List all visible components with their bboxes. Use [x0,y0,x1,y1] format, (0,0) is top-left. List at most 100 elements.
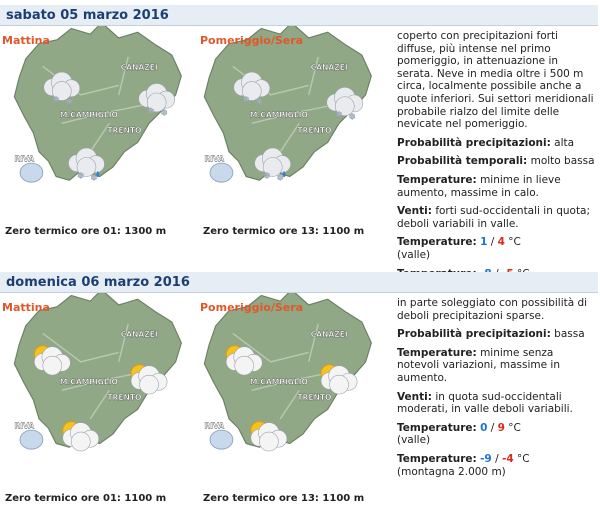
temperature: Temperature: 1 / 4 °C (valle) [397,236,597,261]
detail-text: alta [554,136,575,149]
snowflake-icon: ❄ [263,171,270,181]
raindrop [282,170,286,178]
detail-label: Venti: [397,390,432,403]
separator: / [490,236,495,249]
zero-termico: Zero termico ore 13: 1100 m [203,226,365,237]
valleys [42,56,148,153]
place-label: TRENTO [107,126,142,135]
detail: Temperature: minime in lieve aumento, ma… [397,174,597,199]
map: CANAZEI M.CAMPIGLIO TRENTO RIVA ❄ ❄ ❄ ❄ ❄ ❄ [203,21,372,183]
cloud [242,81,262,101]
snowflake-icon: ❄ [242,95,249,105]
cloud [70,431,91,452]
detail: Probabilità precipitazioni: alta [397,137,597,150]
cloud [329,374,349,395]
detail: Venti: forti sud-occidentali in quota; d… [397,205,597,230]
valleys [232,323,338,420]
place-label: M.CAMPIGLIO [60,378,119,387]
detail-label: Probabilità precipitazioni: [397,136,551,149]
description: coperto con precipitazioni forti diffuse… [397,30,594,131]
place-label: TRENTO [297,393,332,402]
forecast-text: coperto con precipitazioni forti diffuse… [397,30,597,299]
snowflake-icon: ❄ [147,107,154,117]
map: CANAZEI M.CAMPIGLIO TRENTO RIVA [13,288,182,452]
region-shape [13,288,182,448]
place-label: CANAZEI [121,330,158,339]
temperature-min: 1 [480,236,488,249]
snowflake-icon: ❄ [256,97,263,107]
detail-label: Venti: [397,205,432,218]
detail-text: molto bassa [530,155,595,168]
place-label: RIVA [14,421,34,430]
detail-text: minime senza notevoli variazioni, massim… [397,346,561,384]
period-label: Pomeriggio/Sera [200,34,304,47]
map: CANAZEI M.CAMPIGLIO TRENTO RIVA [203,288,372,452]
detail-text: bassa [554,328,585,341]
detail-label: Probabilità temporali: [397,155,528,168]
unit: °C [508,236,521,249]
cloud [42,355,63,376]
place-label: M.CAMPIGLIO [250,378,309,387]
lake [209,429,234,450]
temperature-note: (valle) [397,248,431,261]
detail-label: Temperature: [397,173,477,186]
day-header: domenica 06 marzo 2016 [0,272,598,293]
description: in parte soleggiato con possibilità di d… [397,297,588,322]
temperature-label: Temperature: [397,452,477,465]
lake [19,162,44,183]
temperature-min: 0 [480,421,488,434]
detail: Venti: in quota sud-occidentali moderati… [397,391,597,416]
period-label: Pomeriggio/Sera [200,301,304,314]
cloud [139,374,159,395]
temperature: Temperature: 0 / 9 °C (valle) [397,422,597,447]
place-label: M.CAMPIGLIO [60,111,119,120]
place-label: TRENTO [297,126,332,135]
detail: Probabilità precipitazioni: bassa [397,328,597,341]
region-shape [13,21,182,181]
raindrop [96,170,100,178]
period-label: Mattina [2,34,50,47]
temperature-max: 9 [497,421,505,434]
lake [19,429,44,450]
forecast-text: in parte soleggiato con possibilità di d… [397,297,597,484]
separator: / [490,421,495,434]
map: CANAZEI M.CAMPIGLIO TRENTO RIVA ❄ ❄ ❄ ❄ ❄ ❄ [13,21,182,183]
temperature-note: (montagna 2.000 m) [397,465,506,478]
temperature-label: Temperature: [397,421,477,434]
period-label: Mattina [2,301,50,314]
snowflake-icon: ❄ [77,171,84,181]
place-label: TRENTO [107,393,142,402]
place-label: CANAZEI [311,330,348,339]
unit: °C [517,452,530,465]
place-label: M.CAMPIGLIO [250,111,309,120]
place-label: RIVA [204,154,224,163]
place-label: RIVA [14,154,34,163]
cloud [52,81,72,101]
snowflake-icon: ❄ [52,95,59,105]
snowflake-icon: ❄ [90,173,97,183]
cloud [234,355,254,376]
region-shape [203,288,372,448]
snowflake-icon: ❄ [160,109,167,119]
temperature-max: -4 [501,452,514,465]
valleys [232,56,338,153]
temperature-min: -9 [480,452,492,465]
detail: Temperature: minime senza notevoli varia… [397,347,597,385]
cloud [259,431,279,452]
unit: °C [508,421,521,434]
zero-termico: Zero termico ore 01: 1300 m [5,226,167,237]
zero-termico: Zero termico ore 13: 1100 m [203,493,365,504]
snowflake-icon: ❄ [335,111,342,121]
detail-label: Temperature: [397,346,477,359]
detail-text: in quota sud-occidentali moderati, in va… [397,390,573,416]
temperature-note: (valle) [397,434,431,447]
valleys [42,323,148,420]
temperature: Temperature: -9 / -4 °C (montagna 2.000 m… [397,453,597,478]
snowflake-icon: ❄ [349,113,356,123]
cloud [146,92,167,113]
temperature-max: 4 [497,236,505,249]
detail-text: forti sud-occidentali in quota; deboli v… [397,205,591,230]
page: {"days":[ {"date":"sabato 05 marzo 2016"… [0,5,598,504]
detail: Probabilità temporali: molto bassa [397,155,597,168]
lake [209,162,234,183]
